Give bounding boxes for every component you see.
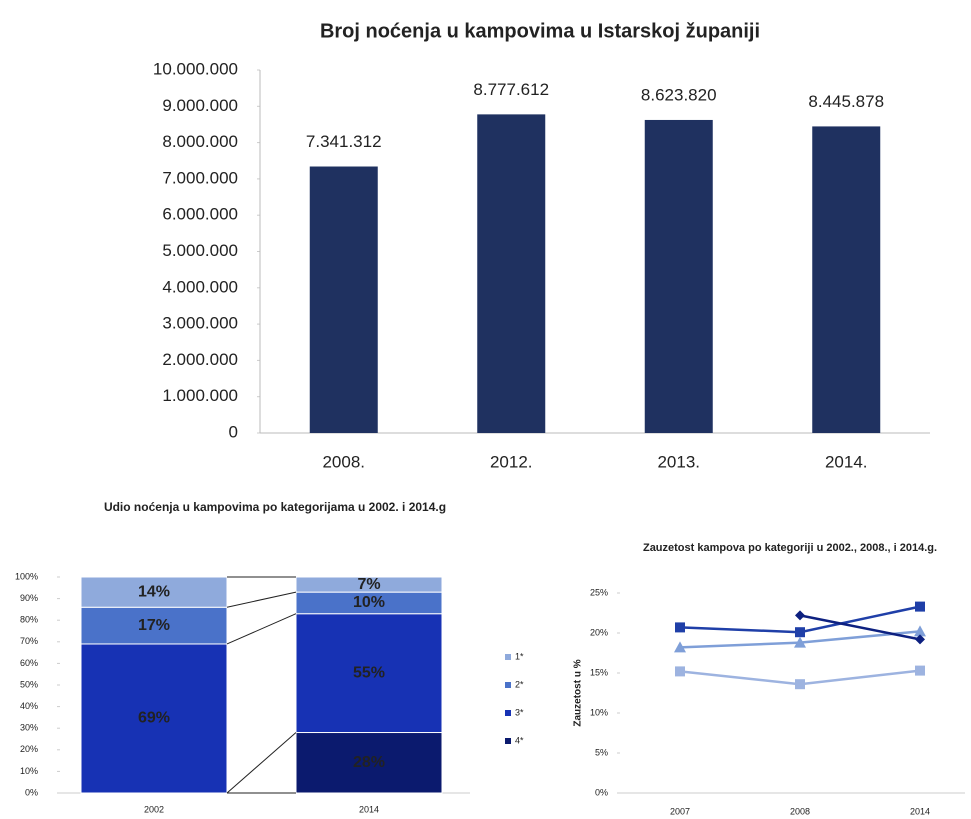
marker: [795, 679, 805, 690]
legend-swatch: [505, 682, 511, 688]
data-label: 14%: [138, 583, 170, 600]
line-series: [799, 614, 921, 641]
data-label: 7.341.312: [306, 132, 382, 151]
legend-label: 4*: [515, 735, 524, 745]
connector: [226, 591, 297, 608]
y-tick-label: 90%: [20, 593, 38, 603]
y-tick-label: 6.000.000: [162, 205, 238, 224]
y-tick-label: 70%: [20, 636, 38, 646]
x-tick-label: 2008: [790, 806, 810, 816]
legend-swatch: [505, 654, 511, 660]
y-tick-label: 4.000.000: [162, 277, 238, 296]
marker: [674, 641, 686, 653]
data-label: 28%: [353, 754, 385, 771]
legend-label: 1*: [515, 651, 524, 661]
x-tick-label: 2008.: [322, 452, 365, 471]
y-tick-label: 0: [229, 422, 238, 441]
y-tick-label: 3.000.000: [162, 314, 238, 333]
legend-label: 2*: [515, 679, 524, 689]
marker: [794, 636, 806, 648]
marker: [915, 634, 925, 645]
marker: [915, 665, 925, 676]
bar-segment: [295, 732, 443, 794]
bar: [477, 114, 546, 433]
data-label: 8.623.820: [641, 85, 717, 104]
marker: [795, 627, 805, 638]
y-tick-label: 7.000.000: [162, 168, 238, 187]
chart-title: Broj noćenja u kampovima u Istarskoj žup…: [320, 20, 760, 42]
chart-title: Zauzetost kampova po kategoriji u 2002.,…: [643, 542, 937, 554]
y-tick-label: 8.000.000: [162, 132, 238, 151]
y-tick-label: 60%: [20, 658, 38, 668]
x-tick-label: 2012.: [490, 452, 533, 471]
connector: [226, 732, 297, 794]
x-tick-label: 2014: [359, 804, 379, 814]
data-label: 8.445.878: [808, 92, 884, 111]
y-tick-label: 1.000.000: [162, 386, 238, 405]
y-tick-label: 10%: [20, 766, 38, 776]
x-tick-label: 2014.: [825, 452, 868, 471]
marker: [675, 666, 685, 677]
bar: [644, 119, 713, 434]
bar-segment: [295, 576, 443, 593]
connector: [226, 613, 297, 645]
y-tick-label: 15%: [590, 667, 608, 677]
y-tick-label: 80%: [20, 615, 38, 625]
marker: [675, 622, 685, 633]
legend-swatch: [505, 710, 511, 716]
x-tick-label: 2007: [670, 806, 690, 816]
y-tick-label: 10%: [590, 707, 608, 717]
y-axis-label: Zauzetost u %: [573, 659, 584, 726]
data-label: 10%: [353, 594, 385, 611]
marker: [795, 610, 805, 621]
bar-segment: [80, 606, 228, 645]
y-tick-label: 9.000.000: [162, 96, 238, 115]
y-tick-label: 50%: [20, 679, 38, 689]
bar-segment: [80, 576, 228, 608]
chart-title: Udio noćenja u kampovima po kategorijama…: [104, 500, 446, 514]
bar: [812, 126, 881, 434]
x-tick-label: 2014: [910, 806, 930, 816]
legend-label: 3*: [515, 707, 524, 717]
bar-segment: [295, 613, 443, 734]
y-tick-label: 2.000.000: [162, 350, 238, 369]
y-tick-label: 5.000.000: [162, 241, 238, 260]
y-tick-label: 30%: [20, 723, 38, 733]
y-tick-label: 20%: [590, 627, 608, 637]
y-tick-label: 25%: [590, 587, 608, 597]
marker: [915, 601, 925, 612]
y-tick-label: 40%: [20, 701, 38, 711]
data-label: 8.777.612: [473, 80, 549, 99]
data-label: 55%: [353, 664, 385, 681]
x-tick-label: 2013.: [657, 452, 700, 471]
bar: [309, 166, 378, 433]
data-label: 7%: [357, 576, 380, 593]
marker: [914, 625, 926, 637]
y-tick-label: 10.000.000: [153, 59, 238, 78]
data-label: 17%: [138, 617, 170, 634]
y-tick-label: 5%: [595, 747, 608, 757]
legend-swatch: [505, 738, 511, 744]
y-tick-label: 0%: [25, 787, 38, 797]
y-tick-label: 20%: [20, 744, 38, 754]
x-tick-label: 2002: [144, 804, 164, 814]
y-tick-label: 100%: [15, 571, 38, 581]
data-label: 69%: [138, 710, 170, 727]
y-tick-label: 0%: [595, 787, 608, 797]
